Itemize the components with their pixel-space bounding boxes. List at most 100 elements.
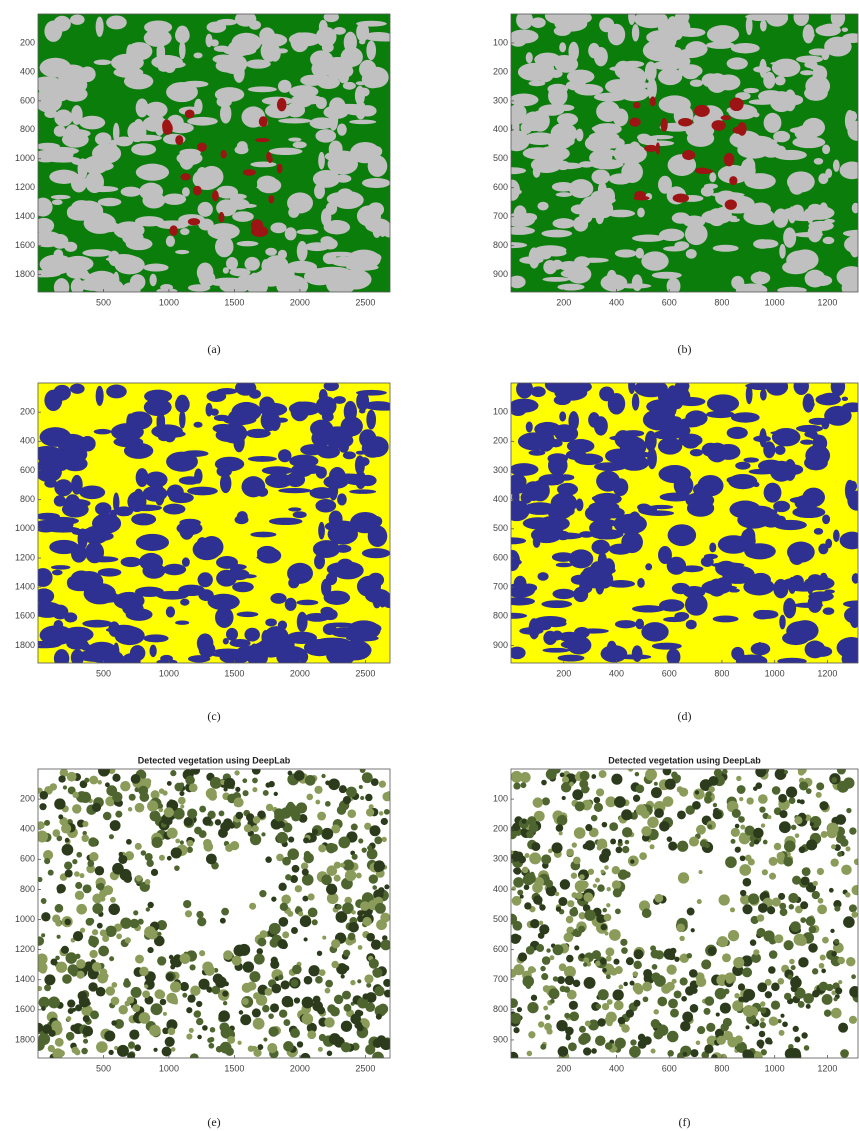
tree xyxy=(365,1002,375,1012)
tree xyxy=(829,888,834,893)
tree xyxy=(125,937,131,943)
tree xyxy=(610,968,618,976)
y-tick-label: 800 xyxy=(493,240,508,250)
region xyxy=(589,520,612,536)
region xyxy=(82,249,112,257)
tree xyxy=(605,931,609,935)
tree xyxy=(789,904,794,909)
panel: 5001000150020002500200400600800100012001… xyxy=(15,11,401,356)
region xyxy=(815,25,840,36)
region xyxy=(788,432,800,444)
tree xyxy=(711,1054,717,1060)
tree xyxy=(117,1045,129,1057)
tree xyxy=(65,869,73,877)
region xyxy=(114,255,144,274)
region xyxy=(121,653,140,669)
region xyxy=(54,125,66,136)
tree xyxy=(198,979,209,990)
region xyxy=(316,267,350,275)
tree xyxy=(769,873,776,880)
tree xyxy=(187,840,194,847)
tree xyxy=(768,966,776,974)
region xyxy=(333,27,346,35)
region xyxy=(369,36,401,41)
tree xyxy=(257,1044,263,1050)
tree xyxy=(760,1001,765,1006)
tree xyxy=(283,1041,293,1051)
tree xyxy=(604,914,612,922)
tree xyxy=(73,931,83,941)
tree xyxy=(76,959,86,969)
tree xyxy=(647,817,658,828)
tree xyxy=(735,1035,743,1043)
x-tick-label: 800 xyxy=(714,1063,729,1073)
tree xyxy=(134,1044,141,1051)
tree xyxy=(831,1008,842,1019)
tree xyxy=(65,838,70,843)
region xyxy=(677,397,705,406)
tree xyxy=(210,1027,215,1032)
tree xyxy=(520,782,526,788)
tree xyxy=(168,1028,176,1036)
region xyxy=(126,44,134,61)
region xyxy=(576,129,584,142)
region xyxy=(169,225,178,235)
region xyxy=(782,631,809,645)
region xyxy=(114,626,144,645)
tree xyxy=(735,824,740,829)
tree xyxy=(559,963,567,971)
region xyxy=(175,135,183,145)
region xyxy=(634,11,668,29)
region xyxy=(121,282,140,298)
tree xyxy=(347,809,356,818)
tree xyxy=(669,1003,673,1007)
tree xyxy=(187,995,195,1003)
tree xyxy=(633,971,639,977)
tree xyxy=(723,1018,732,1027)
x-tick-label: 1000 xyxy=(765,1063,785,1073)
x-tick-label: 800 xyxy=(714,668,729,678)
tree xyxy=(282,996,293,1007)
tree xyxy=(679,936,684,941)
tree xyxy=(624,871,631,878)
tree xyxy=(194,1010,201,1017)
tree xyxy=(274,792,278,796)
region xyxy=(646,30,678,45)
region xyxy=(618,283,651,288)
tree xyxy=(731,828,740,837)
tree xyxy=(119,1005,128,1014)
region xyxy=(232,211,254,222)
region xyxy=(523,517,554,529)
tree xyxy=(57,935,61,939)
region xyxy=(136,534,169,551)
tree xyxy=(243,790,249,796)
tree xyxy=(802,867,811,876)
region xyxy=(314,554,325,570)
region xyxy=(79,67,95,83)
tree xyxy=(596,788,604,796)
region xyxy=(794,377,809,395)
tree xyxy=(271,957,278,964)
tree xyxy=(127,996,134,1003)
tree xyxy=(55,904,64,913)
tree xyxy=(262,1005,270,1013)
region xyxy=(659,599,684,611)
tree xyxy=(569,1011,579,1021)
tree xyxy=(351,824,358,831)
tree xyxy=(806,916,816,926)
tree xyxy=(663,767,672,776)
region xyxy=(318,152,325,170)
region xyxy=(822,145,830,155)
tree xyxy=(585,1020,591,1026)
y-tick-label: 200 xyxy=(20,37,35,47)
tree xyxy=(328,778,340,790)
region xyxy=(559,42,566,52)
tree xyxy=(72,792,78,798)
x-tick-label: 1000 xyxy=(159,297,179,307)
tree xyxy=(250,834,261,845)
tree xyxy=(615,908,621,914)
region xyxy=(521,491,533,503)
region xyxy=(545,620,567,627)
region xyxy=(707,215,738,220)
region xyxy=(531,480,550,501)
